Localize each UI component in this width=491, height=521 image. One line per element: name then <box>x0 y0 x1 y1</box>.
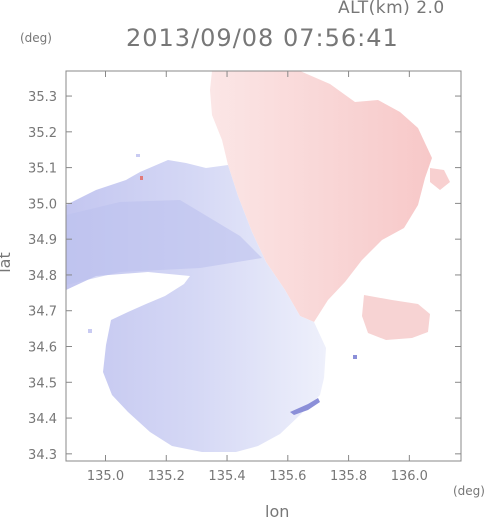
x-axis: 135.0 135.2 135.4 135.6 135.8 136.0 <box>87 71 428 484</box>
x-unit-label: (deg) <box>453 484 485 498</box>
y-tick-label: 35.3 <box>28 90 57 105</box>
y-tick-label: 34.3 <box>28 448 57 463</box>
x-tick-label: 135.4 <box>208 469 245 484</box>
y-axis: 35.3 35.2 35.1 35.0 34.9 34.8 34.7 34.6 34.5 34.4… <box>28 90 461 463</box>
approaching-core <box>66 200 262 285</box>
y-tick-label: 34.7 <box>28 305 57 320</box>
y-tick-label: 35.0 <box>28 197 57 212</box>
receding-echo-east-cell <box>430 168 450 190</box>
y-tick-label: 35.2 <box>28 126 57 141</box>
x-tick-label: 135.0 <box>87 469 124 484</box>
y-tick-label: 34.6 <box>28 341 57 356</box>
plot-frame <box>65 70 462 462</box>
x-tick-label: 136.0 <box>391 469 428 484</box>
y-tick-label: 34.5 <box>28 376 57 391</box>
y-tick-label: 34.9 <box>28 233 57 248</box>
echo-speck <box>140 176 143 180</box>
x-tick-label: 135.8 <box>330 469 367 484</box>
y-axis-title: lat <box>0 252 14 273</box>
x-tick-label: 135.2 <box>148 469 185 484</box>
x-axis-title: lon <box>265 502 290 521</box>
altitude-label: ALT(km) 2.0 <box>338 0 445 18</box>
timestamp-title: 2013/09/08 07:56:41 <box>126 24 399 52</box>
echo-speck <box>136 154 140 157</box>
y-unit-label: (deg) <box>20 31 52 45</box>
y-tick-label: 34.4 <box>28 412 57 427</box>
echo-speck <box>88 329 92 333</box>
y-tick-label: 35.1 <box>28 162 57 177</box>
echo-speck <box>353 355 357 359</box>
doppler-field <box>66 71 450 452</box>
x-tick-label: 135.6 <box>269 469 306 484</box>
receding-echo-southeast <box>362 295 430 340</box>
y-tick-label: 34.8 <box>28 269 57 284</box>
strong-approaching-streak <box>290 398 320 415</box>
receding-echo-region <box>210 71 432 322</box>
